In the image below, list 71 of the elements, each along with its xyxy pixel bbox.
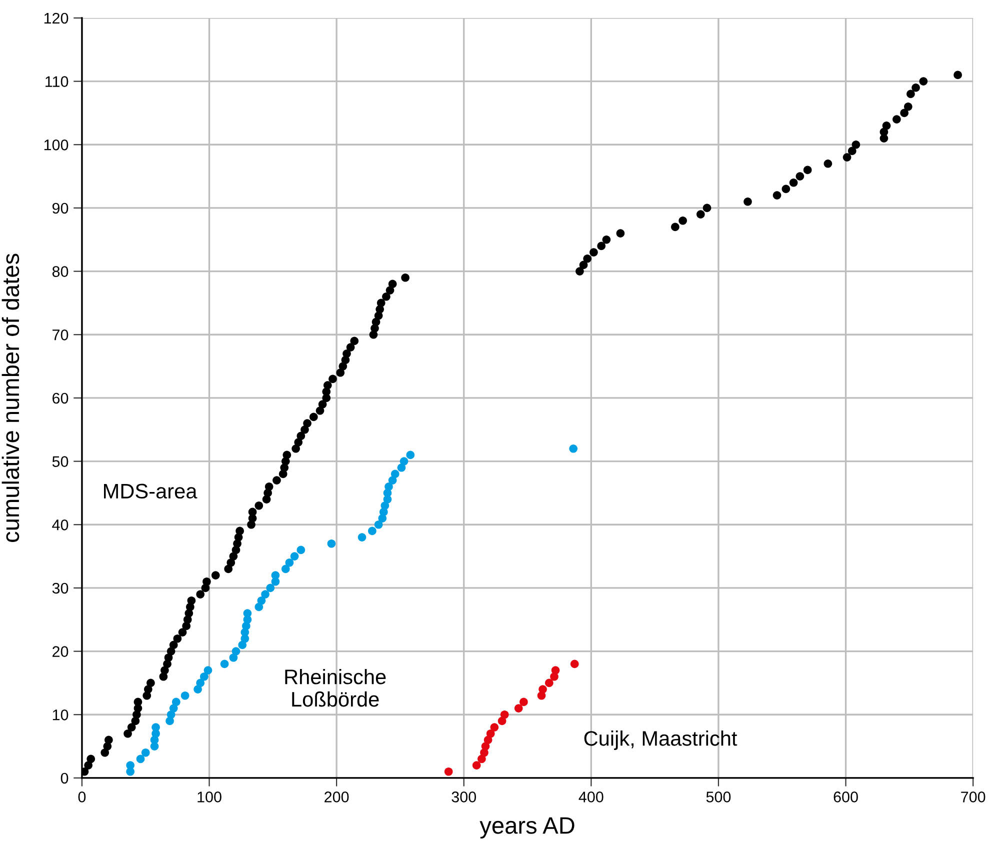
y-tick-label: 60 bbox=[52, 392, 68, 404]
point bbox=[152, 723, 160, 732]
point bbox=[141, 748, 150, 757]
text: Cuijk, Maastricht bbox=[584, 730, 738, 750]
point bbox=[232, 647, 240, 656]
point bbox=[285, 558, 294, 567]
point bbox=[484, 736, 492, 744]
x-tick-label: 200 bbox=[324, 792, 349, 802]
point bbox=[196, 678, 205, 688]
point bbox=[261, 590, 270, 598]
point bbox=[514, 704, 523, 712]
point bbox=[374, 520, 383, 529]
point bbox=[498, 716, 506, 726]
point bbox=[368, 526, 376, 536]
y-tick-label: 120 bbox=[44, 12, 68, 24]
point bbox=[358, 533, 366, 542]
x-tick-label: 300 bbox=[452, 792, 476, 802]
point bbox=[500, 710, 509, 719]
point bbox=[569, 444, 578, 453]
point bbox=[327, 539, 336, 548]
y-tick-label: 20 bbox=[52, 646, 68, 657]
y-tick-label: 80 bbox=[52, 266, 68, 277]
point bbox=[544, 678, 554, 688]
point bbox=[538, 685, 547, 694]
point bbox=[271, 571, 280, 580]
text: Rheinische Loßbörde bbox=[285, 668, 386, 707]
point bbox=[406, 450, 415, 460]
x-tick-label: 700 bbox=[961, 792, 986, 802]
point bbox=[296, 546, 306, 554]
x-tick-label: 500 bbox=[706, 792, 731, 802]
point bbox=[570, 660, 579, 668]
point bbox=[290, 552, 299, 560]
y-tick-label: 30 bbox=[52, 582, 68, 594]
x-axis-title: years AD bbox=[480, 817, 574, 839]
x-tick-label: 600 bbox=[834, 792, 858, 802]
y-tick-label: 90 bbox=[52, 202, 68, 214]
y-tick-label: 0 bbox=[60, 772, 68, 784]
point bbox=[490, 723, 499, 732]
point bbox=[281, 564, 290, 574]
y-tick-label: 50 bbox=[52, 456, 68, 467]
point bbox=[257, 596, 266, 605]
x-tick-label: 100 bbox=[198, 792, 222, 802]
y-axis-title: cumulative number of dates bbox=[2, 254, 20, 542]
point bbox=[180, 691, 190, 700]
point bbox=[194, 685, 202, 694]
point bbox=[238, 640, 247, 650]
point bbox=[266, 584, 275, 592]
point bbox=[390, 470, 400, 478]
point bbox=[486, 729, 495, 738]
point bbox=[400, 457, 408, 466]
point bbox=[520, 698, 528, 706]
y-tick-label: 10 bbox=[52, 709, 68, 720]
point bbox=[472, 761, 481, 770]
point bbox=[220, 660, 229, 668]
point bbox=[444, 767, 453, 776]
text: MDS-area bbox=[104, 484, 198, 499]
y-tick-label: 110 bbox=[46, 76, 68, 87]
point bbox=[243, 609, 252, 618]
point bbox=[204, 666, 212, 674]
x-tick-label: 0 bbox=[78, 792, 86, 802]
point bbox=[136, 754, 145, 764]
y-tick-label: 100 bbox=[44, 140, 68, 150]
point bbox=[126, 761, 134, 770]
x-tick-label: 400 bbox=[578, 792, 604, 802]
point bbox=[384, 482, 393, 491]
point bbox=[200, 672, 208, 681]
y-tick-label: 40 bbox=[52, 520, 68, 530]
point bbox=[254, 602, 264, 612]
y-tick-label: 70 bbox=[52, 330, 68, 340]
point bbox=[551, 666, 560, 674]
point bbox=[172, 698, 180, 706]
